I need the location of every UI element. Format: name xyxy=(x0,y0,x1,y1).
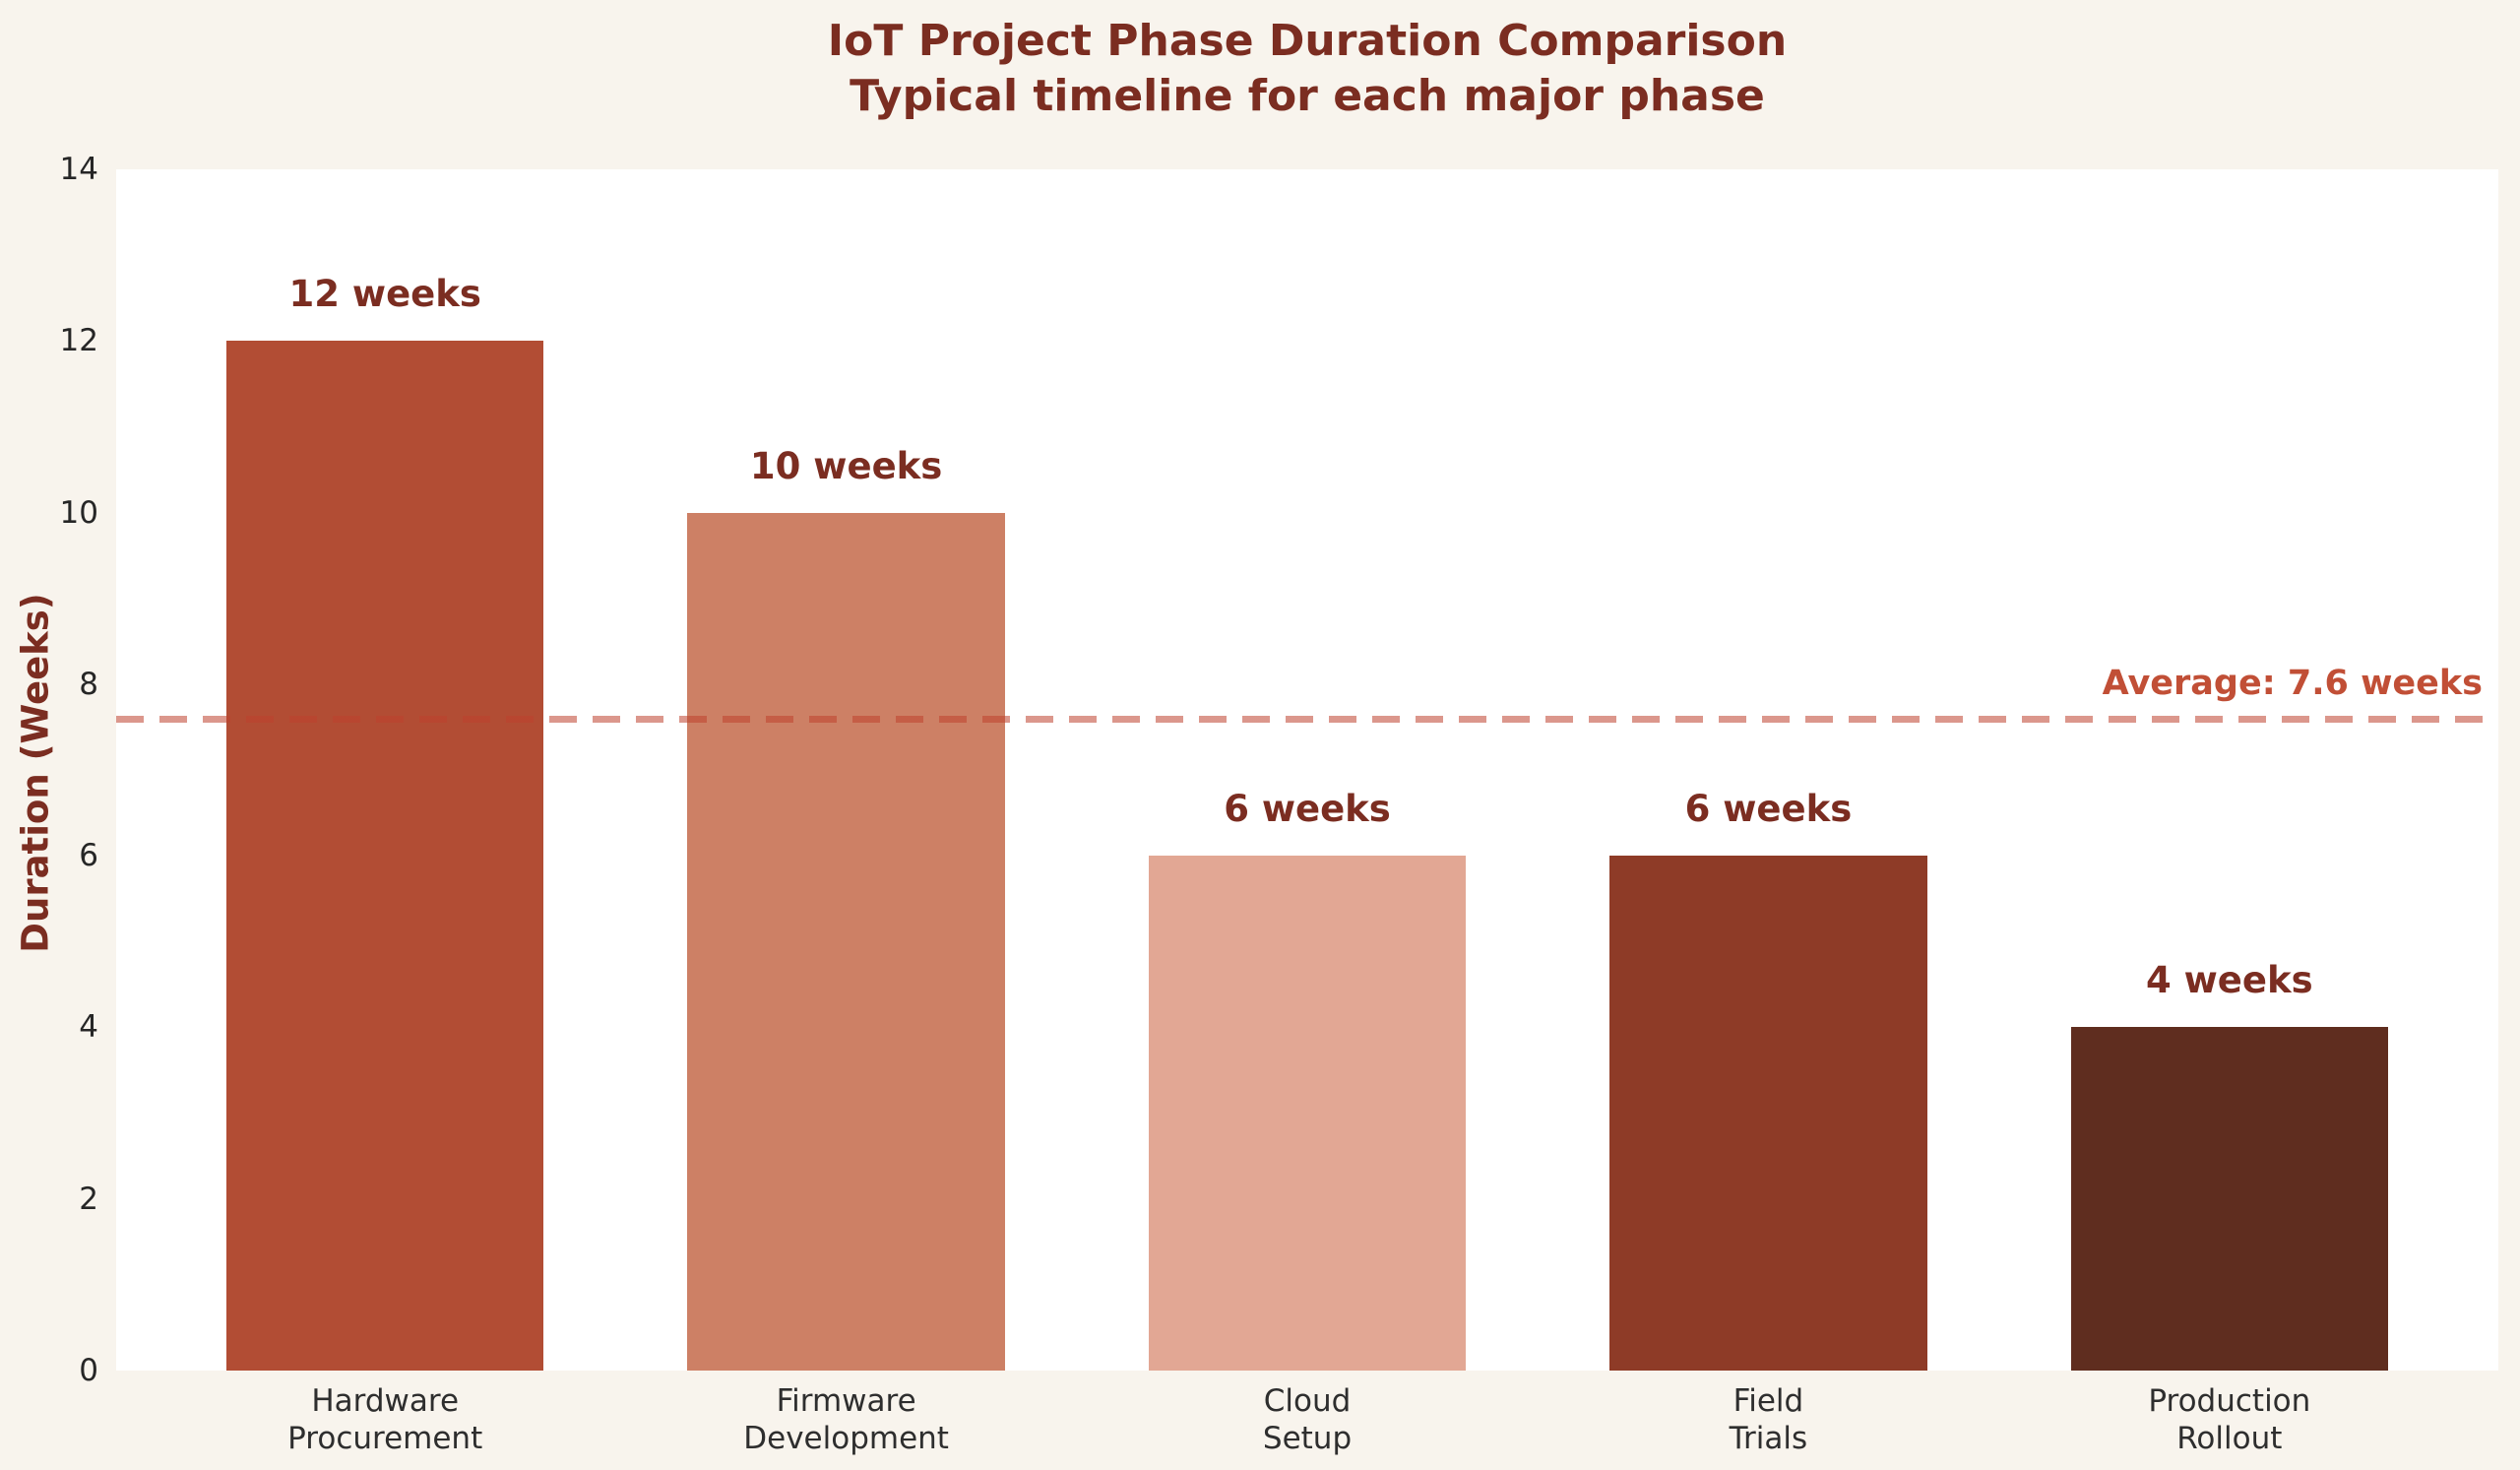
bar xyxy=(226,341,544,1371)
bar xyxy=(687,512,1005,1371)
y-axis-label: Duration (Weeks) xyxy=(14,593,57,953)
y-tick-label: 0 xyxy=(79,1353,98,1388)
bar-value-label: 4 weeks xyxy=(2146,959,2313,1002)
x-axis-tick-labels: Hardware Procurement Firmware Development… xyxy=(116,1382,2498,1457)
bar-slot: 6 weeks xyxy=(1538,169,1998,1371)
y-tick-label: 12 xyxy=(59,323,98,359)
plot-area: 12 weeks 10 weeks 6 weeks 6 weeks 4 weeks Av… xyxy=(116,169,2498,1371)
bar-slot: 6 weeks xyxy=(1077,169,1538,1371)
bar-series: 12 weeks 10 weeks 6 weeks 6 weeks 4 weeks xyxy=(116,169,2498,1371)
bar-slot: 12 weeks xyxy=(155,169,615,1371)
x-tick-label: Production Rollout xyxy=(2148,1383,2311,1456)
average-line-label: Average: 7.6 weeks xyxy=(2102,663,2483,703)
x-tick-label: Cloud Setup xyxy=(1262,1383,1353,1456)
bar xyxy=(1148,856,1467,1371)
y-tick-label: 10 xyxy=(59,494,98,531)
y-tick-label: 8 xyxy=(79,666,98,702)
x-tick-label: Firmware Development xyxy=(743,1383,949,1456)
y-tick-label: 14 xyxy=(59,152,98,187)
bar-slot: 10 weeks xyxy=(615,169,1076,1371)
chart-title: IoT Project Phase Duration Comparison Ty… xyxy=(116,14,2498,124)
x-tick-label: Field Trials xyxy=(1729,1383,1808,1456)
bar-value-label: 6 weeks xyxy=(1224,788,1391,831)
y-tick-label: 4 xyxy=(79,1009,98,1046)
y-tick-label: 2 xyxy=(79,1181,98,1217)
y-tick-label: 6 xyxy=(79,838,98,874)
bar-value-label: 12 weeks xyxy=(288,273,481,316)
bar xyxy=(1609,856,1927,1371)
chart-subtitle-line: Typical timeline for each major phase xyxy=(850,71,1765,121)
chart-title-line: IoT Project Phase Duration Comparison xyxy=(827,16,1788,66)
bar xyxy=(2070,1027,2388,1371)
x-tick-label: Hardware Procurement xyxy=(287,1383,483,1456)
bar-value-label: 10 weeks xyxy=(749,444,943,487)
bar-value-label: 6 weeks xyxy=(1684,788,1853,831)
bar-slot: 4 weeks xyxy=(1999,169,2460,1371)
average-reference-line xyxy=(116,715,2498,723)
